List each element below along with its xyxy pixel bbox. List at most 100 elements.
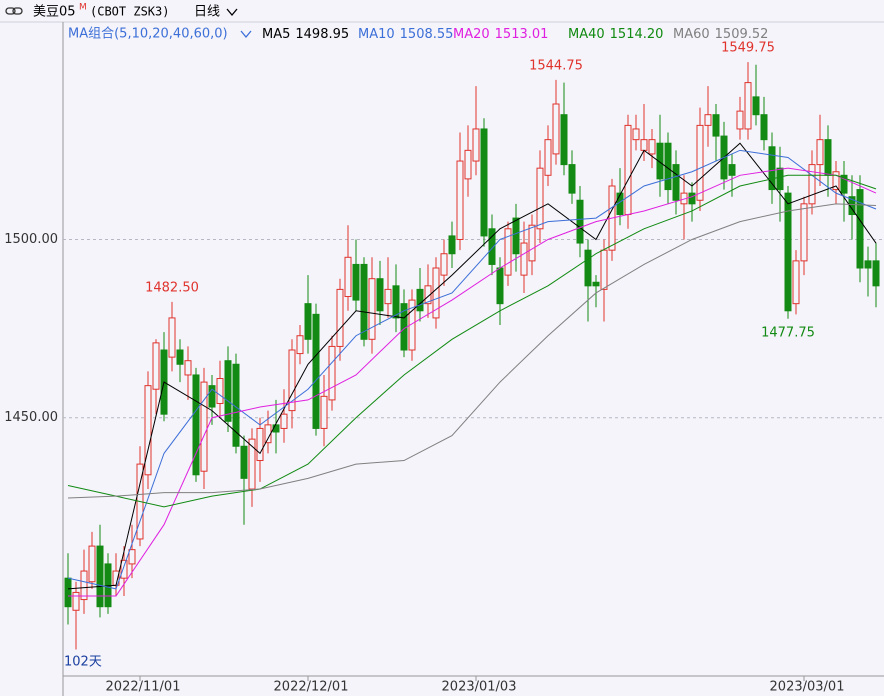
candle-body: [424, 285, 432, 305]
candle-body: [824, 139, 832, 176]
candle-body: [552, 103, 560, 155]
candle-body: [704, 114, 712, 126]
candle-body: [440, 253, 448, 276]
annotation: 1477.75: [761, 325, 815, 340]
link-icon: [5, 7, 23, 15]
candle-body: [752, 96, 760, 116]
candle-body: [728, 164, 736, 176]
candle-body: [336, 288, 344, 347]
candle-body: [416, 288, 424, 312]
candle-body: [768, 146, 776, 191]
candle-body: [712, 114, 720, 137]
candle-body: [568, 164, 576, 194]
candle-body: [760, 114, 768, 141]
candle-body: [368, 278, 376, 340]
y-tick-label: 1500.00: [4, 232, 58, 247]
candle-body: [64, 577, 72, 608]
legend-value: 1513.01: [495, 27, 549, 42]
candle-body: [648, 139, 656, 155]
legend-name: MA40: [568, 27, 605, 42]
symbol-code: (CBOT ZSK3): [90, 5, 169, 19]
legend-value: 1514.20: [610, 27, 664, 42]
candle-body: [520, 242, 528, 276]
x-tick-label: 2022/12/01: [274, 680, 349, 695]
symbol: 美豆05: [33, 5, 76, 20]
candle-body: [128, 549, 136, 565]
ma-line: [67, 203, 877, 499]
candle-body: [384, 288, 392, 305]
legend-value: 1498.95: [295, 27, 349, 42]
candle-body: [736, 110, 744, 130]
candle-body: [312, 313, 320, 429]
days-label: 102天: [64, 655, 102, 670]
candle-body: [168, 317, 176, 358]
x-tick-label: 2022/11/01: [106, 680, 181, 695]
candle-body: [376, 278, 384, 312]
candle-body: [488, 228, 496, 265]
candle-body: [96, 545, 104, 608]
ma-dropdown-arrow[interactable]: [240, 30, 252, 39]
x-tick-label: 2023/01/03: [442, 680, 517, 695]
ma-line: [67, 174, 877, 508]
candle-body: [184, 360, 192, 376]
candle-body: [528, 224, 536, 262]
candle-body: [832, 171, 840, 191]
legend-value: 1508.55: [400, 27, 454, 42]
candle-body: [656, 142, 664, 180]
legend-entry: MA20 1513.01: [453, 27, 548, 42]
candle-body: [816, 139, 824, 166]
candle-body: [352, 263, 360, 301]
candle-body: [192, 374, 200, 476]
candle-body: [224, 360, 232, 422]
candle-body: [432, 267, 440, 319]
legend-entry: MA60 1509.52: [673, 27, 768, 42]
candle-body: [576, 199, 584, 244]
candle-body: [360, 263, 368, 340]
candle-body: [792, 260, 800, 305]
candle-body: [328, 345, 336, 401]
candle-body: [208, 385, 216, 408]
candle-body: [464, 149, 472, 180]
candle-body: [288, 349, 296, 412]
candle-body: [672, 164, 680, 201]
ma-title[interactable]: MA组合(5,10,20,40,60,0): [68, 27, 228, 42]
dropdown-arrow[interactable]: [226, 8, 238, 17]
candle-body: [872, 260, 880, 287]
period-selector[interactable]: 日线: [194, 5, 220, 20]
annotation: 1482.50: [145, 280, 199, 295]
candle-body: [632, 128, 640, 141]
candle-body: [856, 189, 864, 269]
candle-body: [840, 174, 848, 194]
candle-body: [640, 139, 648, 151]
candle-body: [280, 413, 288, 429]
legend-entry: MA5 1498.95: [262, 27, 349, 42]
ma-line: [67, 142, 877, 590]
candle-body: [848, 196, 856, 216]
legend-name: MA60: [673, 27, 710, 42]
candle-body: [304, 303, 312, 340]
candle-body: [392, 285, 400, 319]
candle-body: [584, 249, 592, 287]
legend-value: 1509.52: [715, 27, 769, 42]
candle-body: [144, 385, 152, 476]
candle-body: [408, 299, 416, 351]
legend-name: MA10: [358, 27, 395, 42]
candle-body: [536, 167, 544, 230]
candle-body: [200, 381, 208, 472]
candle-body: [600, 249, 608, 290]
annotation: 1544.75: [529, 58, 583, 73]
candle-body: [480, 128, 488, 237]
candle-body: [80, 570, 88, 601]
legend-name: MA5: [262, 27, 290, 42]
candle-body: [784, 192, 792, 312]
candle-body: [512, 217, 520, 255]
candle-body: [496, 267, 504, 305]
y-tick-label: 1450.00: [4, 410, 58, 425]
symbol-superscript: M: [79, 3, 87, 13]
candle-body: [240, 445, 248, 479]
candle-body: [624, 124, 632, 216]
legend-name: MA20: [453, 27, 490, 42]
candle-body: [696, 124, 704, 201]
